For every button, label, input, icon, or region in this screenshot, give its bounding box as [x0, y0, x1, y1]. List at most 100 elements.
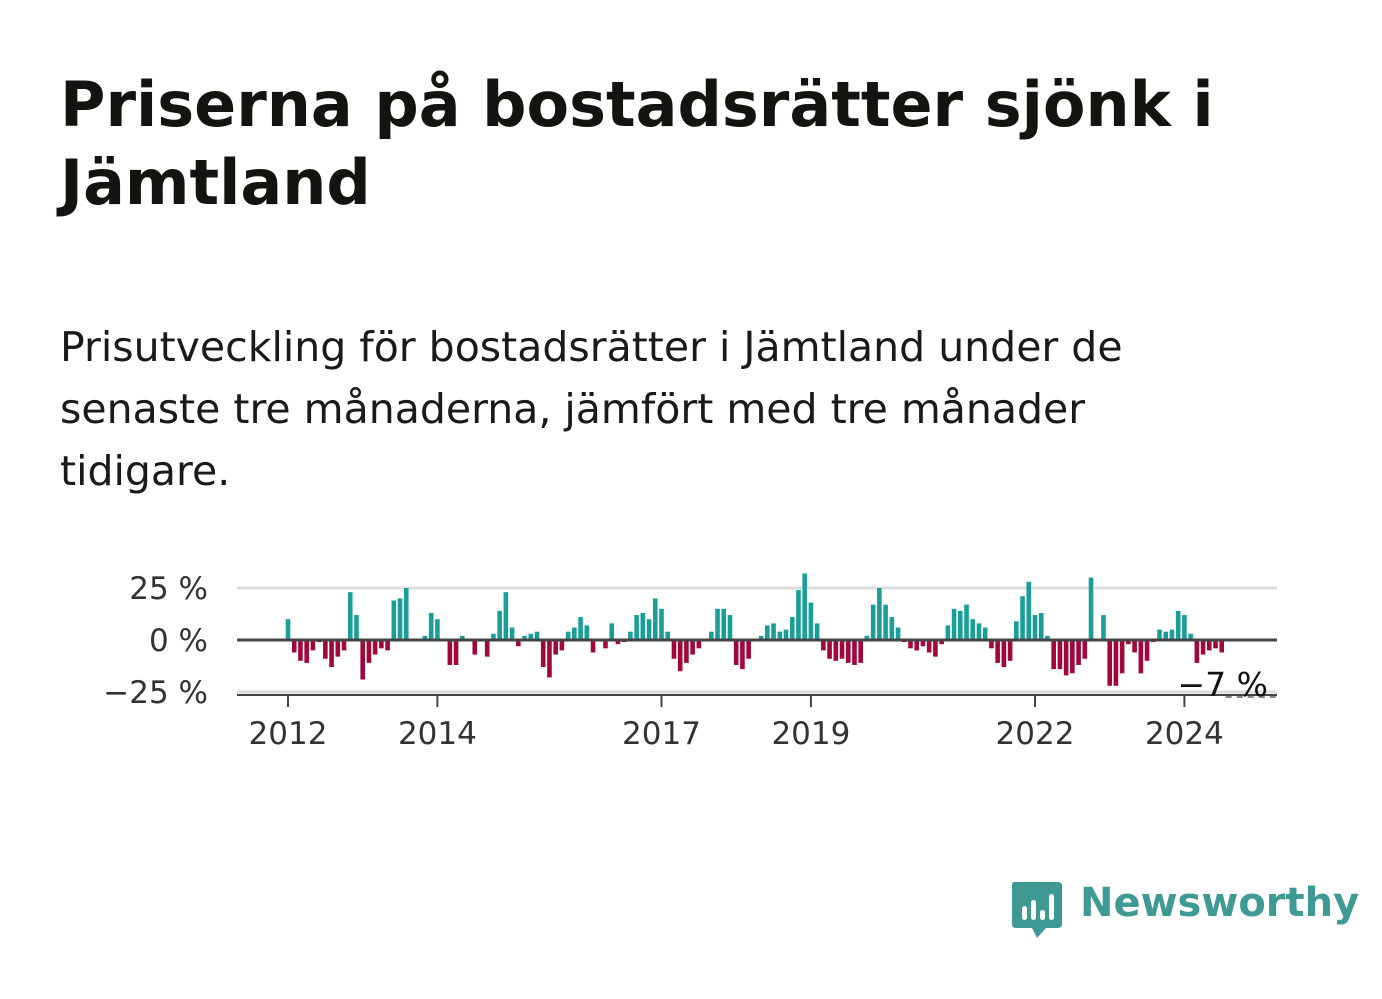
- bar: [852, 640, 857, 665]
- bar: [696, 640, 702, 649]
- y-tick-label: 0 %: [149, 623, 208, 659]
- bar: [534, 631, 540, 640]
- bar: [1014, 621, 1019, 640]
- bar: [1063, 640, 1069, 676]
- bar: [516, 640, 521, 647]
- bar: [1070, 640, 1075, 674]
- bar: [1045, 635, 1050, 640]
- y-tick-label: 25 %: [129, 571, 208, 607]
- tick-labels: 25 % 0 % −25 % 2012 2014 2017 2019 2022 2024 −7 %: [103, 571, 1277, 752]
- bar: [1001, 640, 1007, 668]
- bar: [827, 640, 832, 659]
- bar: [1175, 610, 1181, 640]
- bar: [665, 631, 671, 640]
- page-subtitle: Prisutveckling för bostadsrätter i Jämtl…: [60, 323, 1123, 495]
- bar: [789, 617, 795, 640]
- y-tick-label: −25 %: [103, 675, 208, 711]
- bar: [522, 635, 527, 640]
- bar: [1038, 612, 1044, 640]
- x-tick-label: 2024: [1145, 716, 1224, 752]
- bar: [733, 640, 739, 665]
- bar: [379, 640, 384, 649]
- x-tick-label: 2012: [249, 716, 328, 752]
- bar: [472, 640, 478, 655]
- bar: [933, 640, 938, 657]
- bar: [360, 640, 365, 680]
- bar: [1113, 640, 1119, 686]
- bar: [1007, 640, 1013, 661]
- bar: [746, 640, 751, 659]
- x-tick-label: 2014: [398, 716, 477, 752]
- bar: [391, 600, 397, 640]
- bar: [422, 635, 428, 640]
- bar: [1051, 640, 1056, 670]
- bar: [690, 640, 695, 655]
- bar: [354, 615, 359, 640]
- x-tick-label: 2019: [771, 716, 850, 752]
- bar: [951, 608, 957, 640]
- bar: [590, 640, 596, 653]
- bar: [1213, 640, 1218, 649]
- bar: [945, 625, 951, 640]
- bar: [964, 604, 969, 640]
- bar: [547, 640, 552, 678]
- bar: [677, 640, 683, 672]
- gridlines: [237, 586, 1277, 694]
- bar: [509, 627, 515, 640]
- bar: [958, 610, 963, 640]
- bar: [858, 640, 863, 663]
- bar: [1188, 633, 1193, 640]
- bar: [615, 640, 621, 645]
- bar: [1138, 640, 1144, 674]
- bar: [335, 640, 341, 657]
- bar: [572, 627, 577, 640]
- bar: [540, 640, 546, 668]
- bar: [914, 640, 920, 651]
- bar: [1082, 640, 1088, 659]
- bar: [671, 640, 677, 659]
- bar: [1119, 640, 1125, 674]
- bar: [920, 640, 926, 647]
- bar: [889, 617, 895, 640]
- bar: [1194, 640, 1200, 663]
- bar: [740, 640, 745, 670]
- bar: [652, 598, 658, 640]
- bar: [1157, 629, 1162, 640]
- bar: [553, 640, 558, 655]
- bar: [1020, 596, 1025, 640]
- bar: [1076, 640, 1081, 665]
- x-tick-label: 2017: [622, 716, 701, 752]
- bar: [976, 623, 982, 640]
- bar: [385, 640, 390, 651]
- bar: [285, 619, 291, 640]
- bar: [877, 588, 882, 640]
- bar: [1200, 640, 1206, 655]
- bar: [808, 602, 814, 640]
- bar: [883, 604, 888, 640]
- bar: [497, 610, 502, 640]
- bar: [1057, 640, 1063, 670]
- bar: [1163, 631, 1169, 640]
- end-value-label: −7 %: [1178, 665, 1269, 704]
- bar: [310, 640, 316, 651]
- bar: [1219, 640, 1225, 653]
- bar: [372, 640, 378, 655]
- bar: [864, 635, 870, 640]
- bar: [503, 592, 509, 640]
- bar: [870, 604, 876, 640]
- bar: [484, 640, 490, 657]
- bar: [783, 629, 789, 640]
- bar: [323, 640, 328, 659]
- bar: [727, 615, 733, 640]
- bar: [1132, 640, 1137, 653]
- bar: [646, 619, 652, 640]
- bar: [634, 615, 639, 640]
- bar: [447, 640, 453, 665]
- bar: [428, 612, 434, 640]
- bar: [366, 640, 372, 663]
- bar: [1169, 629, 1175, 640]
- bar: [453, 640, 459, 665]
- brand-name: Newsworthy: [1080, 880, 1360, 926]
- bar: [796, 590, 801, 640]
- bar: [528, 633, 534, 640]
